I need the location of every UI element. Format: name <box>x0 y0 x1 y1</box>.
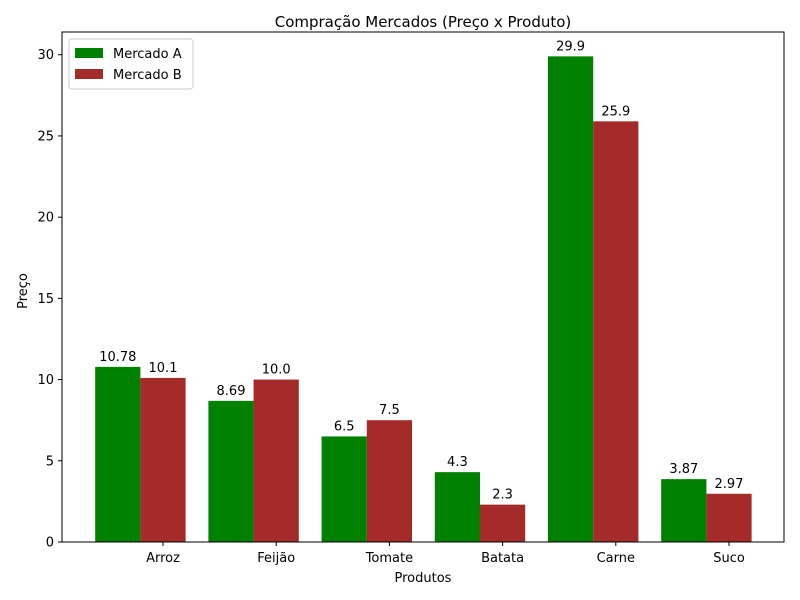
bar-mercado-a-4 <box>548 56 594 542</box>
plot-frame <box>61 31 785 543</box>
x-tick-label: Feijão <box>257 551 295 566</box>
y-tick-label: 5 <box>46 454 54 469</box>
legend-label: Mercado B <box>113 68 182 83</box>
data-label: 6.5 <box>334 419 355 434</box>
bar-mercado-b-5 <box>706 493 752 542</box>
legend: Mercado A Mercado B <box>68 38 194 90</box>
data-label: 29.9 <box>556 39 585 54</box>
bars-layer <box>95 56 752 542</box>
bar-mercado-b-1 <box>253 379 299 542</box>
bar-mercado-a-2 <box>321 436 367 542</box>
data-labels-layer: 10.78 8.69 6.5 4.3 29.9 3.87 10.1 10.0 7.5 2.3 25.… <box>99 39 743 502</box>
data-label: 10.78 <box>99 350 136 365</box>
x-tick-label: Carne <box>597 551 635 566</box>
y-tick-label: 20 <box>37 211 54 226</box>
bar-mercado-b-3 <box>480 504 526 542</box>
legend-label: Mercado A <box>113 47 182 62</box>
data-label: 2.3 <box>492 488 513 503</box>
legend-swatch <box>75 48 103 58</box>
x-axis-label: Produtos <box>395 571 452 586</box>
data-label: 4.3 <box>447 455 468 470</box>
bar-mercado-a-3 <box>434 472 480 542</box>
bar-mercado-b-2 <box>366 420 412 542</box>
data-label: 10.1 <box>149 361 178 376</box>
y-tick-label: 10 <box>37 373 54 388</box>
x-tick-label: Arroz <box>146 551 180 566</box>
y-axis-label: Preço <box>16 273 31 309</box>
legend-swatch <box>75 69 103 79</box>
y-tick-label: 15 <box>37 292 54 307</box>
bar-mercado-b-0 <box>140 377 186 542</box>
x-tick-label: Suco <box>713 551 745 566</box>
bar-mercado-a-0 <box>95 366 141 542</box>
y-tick-label: 0 <box>46 536 54 551</box>
data-label: 2.97 <box>715 477 744 492</box>
data-label: 25.9 <box>601 104 630 119</box>
data-label: 10.0 <box>262 363 291 378</box>
x-tick-label: Tomate <box>365 551 413 566</box>
y-tick-label: 30 <box>37 48 54 63</box>
data-label: 3.87 <box>669 462 698 477</box>
x-tick-label: Batata <box>481 551 524 566</box>
chart-title: Compração Mercados (Preço x Produto) <box>275 13 572 31</box>
bar-mercado-b-4 <box>593 121 639 542</box>
data-label: 7.5 <box>379 403 400 418</box>
y-tick-label: 25 <box>37 129 54 144</box>
bar-mercado-a-5 <box>661 479 707 542</box>
bar-mercado-a-1 <box>208 400 254 542</box>
data-label: 8.69 <box>217 384 246 399</box>
axes-layer: 0 5 10 15 20 25 30 Arroz Feijão Tomate Batata Carne… <box>37 31 785 566</box>
